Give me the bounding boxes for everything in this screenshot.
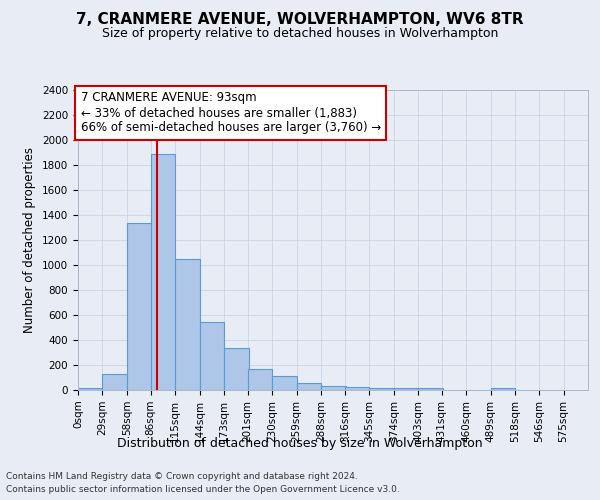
Bar bbox=[127, 222, 151, 390]
Text: Contains HM Land Registry data © Crown copyright and database right 2024.: Contains HM Land Registry data © Crown c… bbox=[6, 472, 358, 481]
Text: 7 CRANMERE AVENUE: 93sqm
← 33% of detached houses are smaller (1,883)
66% of sem: 7 CRANMERE AVENUE: 93sqm ← 33% of detach… bbox=[80, 92, 381, 134]
Bar bbox=[491, 388, 515, 390]
Bar bbox=[296, 382, 321, 390]
Bar bbox=[224, 348, 248, 390]
Text: Distribution of detached houses by size in Wolverhampton: Distribution of detached houses by size … bbox=[117, 438, 483, 450]
Bar bbox=[103, 374, 127, 390]
Bar bbox=[321, 386, 346, 390]
Text: Size of property relative to detached houses in Wolverhampton: Size of property relative to detached ho… bbox=[102, 27, 498, 40]
Bar bbox=[272, 376, 296, 390]
Bar bbox=[370, 388, 394, 390]
Text: 7, CRANMERE AVENUE, WOLVERHAMPTON, WV6 8TR: 7, CRANMERE AVENUE, WOLVERHAMPTON, WV6 8… bbox=[76, 12, 524, 28]
Bar bbox=[418, 388, 443, 390]
Text: Contains public sector information licensed under the Open Government Licence v3: Contains public sector information licen… bbox=[6, 485, 400, 494]
Bar bbox=[151, 154, 175, 390]
Bar bbox=[248, 370, 272, 390]
Bar bbox=[394, 388, 418, 390]
Bar bbox=[175, 259, 200, 390]
Y-axis label: Number of detached properties: Number of detached properties bbox=[23, 147, 37, 333]
Bar bbox=[200, 322, 224, 390]
Bar bbox=[345, 387, 370, 390]
Bar bbox=[78, 388, 103, 390]
